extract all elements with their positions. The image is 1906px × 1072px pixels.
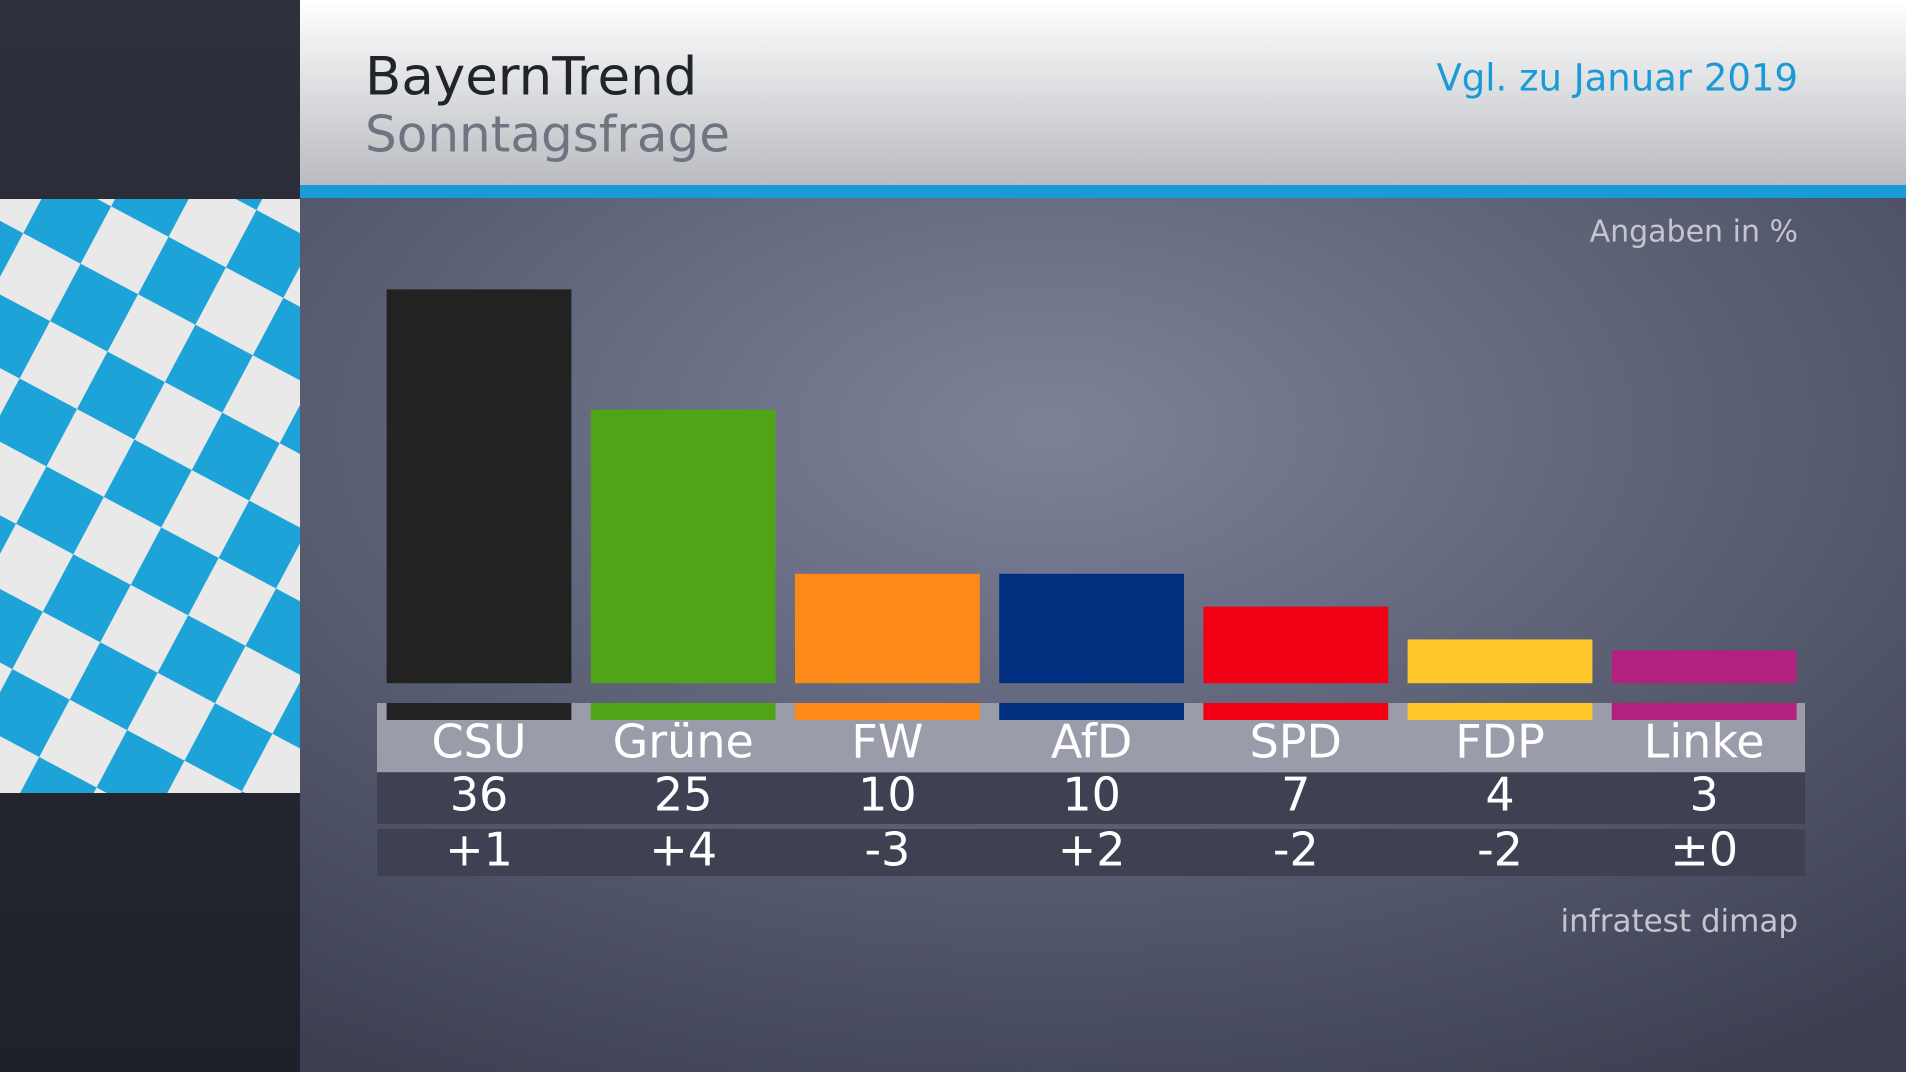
subtitle: Sonntagsfrage — [365, 106, 730, 164]
value-label: 7 — [1281, 768, 1310, 822]
change-label: -2 — [1273, 823, 1319, 877]
unit-note: Angaben in % — [1590, 215, 1798, 250]
color-strip — [590, 703, 776, 720]
source: infratest dimap — [1561, 904, 1798, 940]
category-label: Grüne — [613, 715, 754, 769]
value-label: 10 — [1062, 768, 1121, 822]
change-label: +2 — [1058, 823, 1126, 877]
value-row — [377, 773, 1805, 824]
bar — [795, 573, 980, 684]
bar — [1407, 639, 1593, 684]
category-label: Linke — [1644, 715, 1765, 769]
header — [300, 0, 1906, 185]
title: BayernTrend — [365, 47, 697, 108]
bar — [1611, 650, 1797, 684]
value-label: 4 — [1485, 768, 1514, 822]
value-label: 10 — [858, 768, 917, 822]
category-label: FW — [851, 715, 923, 769]
header-stripe — [300, 185, 1906, 198]
comparison: Vgl. zu Januar 2019 — [1436, 57, 1798, 100]
value-label: 3 — [1690, 768, 1719, 822]
color-strip — [1407, 703, 1593, 720]
bar — [999, 573, 1184, 684]
change-row — [377, 829, 1805, 876]
color-strip — [1611, 703, 1797, 720]
change-label: ±0 — [1670, 823, 1738, 877]
bar — [1203, 606, 1389, 684]
color-strip — [386, 703, 572, 720]
change-label: -2 — [1477, 823, 1523, 877]
bar — [386, 289, 572, 684]
color-strip — [795, 703, 980, 720]
value-label: 36 — [450, 768, 509, 822]
change-label: -3 — [864, 823, 910, 877]
color-strip — [999, 703, 1184, 720]
change-label: +1 — [445, 823, 513, 877]
color-strip — [1203, 703, 1389, 720]
category-label: CSU — [432, 715, 527, 769]
category-label: SPD — [1250, 715, 1342, 769]
change-label: +4 — [649, 823, 717, 877]
category-label: AfD — [1051, 715, 1132, 769]
value-label: 25 — [654, 768, 713, 822]
bar — [590, 409, 776, 684]
category-label: FDP — [1455, 715, 1545, 769]
flag — [0, 199, 300, 793]
